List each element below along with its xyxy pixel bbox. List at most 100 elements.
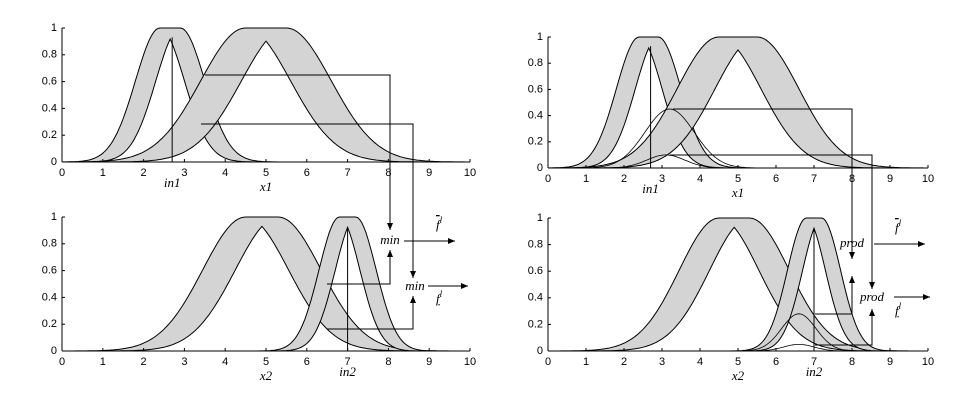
x-tick-label: 6 xyxy=(773,356,779,368)
y-tick-label: 0 xyxy=(537,345,543,357)
axis-label: x2 xyxy=(259,368,273,383)
upper-mf xyxy=(548,217,928,352)
y-tick-label: 0.2 xyxy=(42,129,57,141)
y-tick-label: 0.8 xyxy=(528,239,543,251)
x-tick-label: 9 xyxy=(426,167,432,179)
connector xyxy=(815,276,855,315)
x-tick-label: 3 xyxy=(659,356,665,368)
x-tick-label: 2 xyxy=(141,167,147,179)
y-tick-label: 1 xyxy=(537,31,543,43)
x-tick-label: 8 xyxy=(849,356,855,368)
x-tick-label: 4 xyxy=(697,356,703,368)
y-tick-label: 0 xyxy=(51,156,57,168)
operator: min xyxy=(380,232,400,247)
input-label: in2 xyxy=(339,364,356,379)
symbol: f xyxy=(895,220,901,235)
x-tick-label: 7 xyxy=(345,356,351,368)
x-tick-label: 0 xyxy=(545,173,551,185)
x-tick-label: 0 xyxy=(59,356,65,368)
superscript: l xyxy=(899,218,902,228)
x-tick-label: 9 xyxy=(887,356,893,368)
upper-mf xyxy=(548,217,928,352)
connector xyxy=(205,74,393,230)
output-upper: fl xyxy=(436,215,443,232)
x-tick-label: 6 xyxy=(773,173,779,185)
y-tick-label: 0.4 xyxy=(528,292,543,304)
x-tick-label: 1 xyxy=(100,356,106,368)
y-tick-label: 0.2 xyxy=(42,318,57,330)
symbol: f xyxy=(436,291,442,306)
y-tick-label: 0.6 xyxy=(42,76,57,88)
x-tick-label: 10 xyxy=(922,356,934,368)
fou xyxy=(548,218,928,351)
x-tick-label: 2 xyxy=(141,356,147,368)
upper-mf xyxy=(548,36,928,169)
x-tick-label: 8 xyxy=(385,167,391,179)
x-tick-label: 10 xyxy=(922,173,934,185)
connectors-left: min min fl fl xyxy=(201,74,468,330)
connector xyxy=(670,154,875,289)
superscript: l xyxy=(440,289,443,299)
axis-label: x2 xyxy=(731,368,745,383)
x-tick-label: 1 xyxy=(583,356,589,368)
input-label: in1 xyxy=(164,175,181,190)
y-tick-label: 0.2 xyxy=(528,318,543,330)
operator: min xyxy=(405,278,425,293)
operator: prod xyxy=(859,289,885,304)
connector xyxy=(327,250,393,285)
y-tick-label: 0.4 xyxy=(42,291,57,303)
operator: prod xyxy=(839,235,865,250)
y-tick-label: 0.6 xyxy=(528,83,543,95)
x-tick-label: 3 xyxy=(181,356,187,368)
x-tick-label: 0 xyxy=(545,356,551,368)
x-tick-label: 3 xyxy=(181,167,187,179)
x-tick-label: 8 xyxy=(385,356,391,368)
fou xyxy=(62,217,470,351)
x-tick-label: 0 xyxy=(59,167,65,179)
x-tick-label: 1 xyxy=(100,167,106,179)
y-tick-label: 0.6 xyxy=(42,265,57,277)
y-tick-label: 0.8 xyxy=(42,238,57,250)
x-tick-label: 5 xyxy=(263,356,269,368)
fou xyxy=(548,218,928,351)
x-tick-label: 5 xyxy=(263,167,269,179)
output-upper: fl xyxy=(895,218,902,235)
y-tick-label: 0 xyxy=(537,162,543,174)
x-tick-label: 7 xyxy=(345,167,351,179)
symbol: f xyxy=(436,217,442,232)
x-tick-label: 6 xyxy=(304,167,310,179)
y-tick-label: 1 xyxy=(51,211,57,223)
x-tick-label: 2 xyxy=(621,356,627,368)
superscript: l xyxy=(899,301,902,311)
symbol: f xyxy=(895,303,901,318)
input-label: in2 xyxy=(806,364,823,379)
x-tick-label: 4 xyxy=(697,173,703,185)
x-tick-label: 10 xyxy=(464,167,476,179)
x-tick-label: 10 xyxy=(464,356,476,368)
fou xyxy=(548,37,928,168)
y-tick-label: 0.8 xyxy=(42,49,57,61)
x-tick-label: 1 xyxy=(583,173,589,185)
connectors-right: prod prod fl fl xyxy=(670,108,930,346)
output-lower: fl xyxy=(895,301,902,318)
x-tick-label: 4 xyxy=(222,167,228,179)
y-tick-label: 0.8 xyxy=(528,57,543,69)
upper-mf xyxy=(62,27,470,163)
connector xyxy=(815,309,875,346)
output-lower: fl xyxy=(436,289,443,306)
connector xyxy=(327,296,416,330)
axis-label: x1 xyxy=(731,185,744,200)
x-tick-label: 9 xyxy=(887,173,893,185)
y-tick-label: 0 xyxy=(51,345,57,357)
y-tick-label: 1 xyxy=(51,22,57,34)
x-tick-label: 4 xyxy=(222,356,228,368)
y-tick-label: 0.4 xyxy=(42,102,57,114)
x-tick-label: 6 xyxy=(304,356,310,368)
x-tick-label: 3 xyxy=(659,173,665,185)
x-tick-label: 5 xyxy=(735,356,741,368)
y-tick-label: 0.2 xyxy=(528,136,543,148)
input-label: in1 xyxy=(642,181,659,196)
x-tick-label: 7 xyxy=(811,173,817,185)
